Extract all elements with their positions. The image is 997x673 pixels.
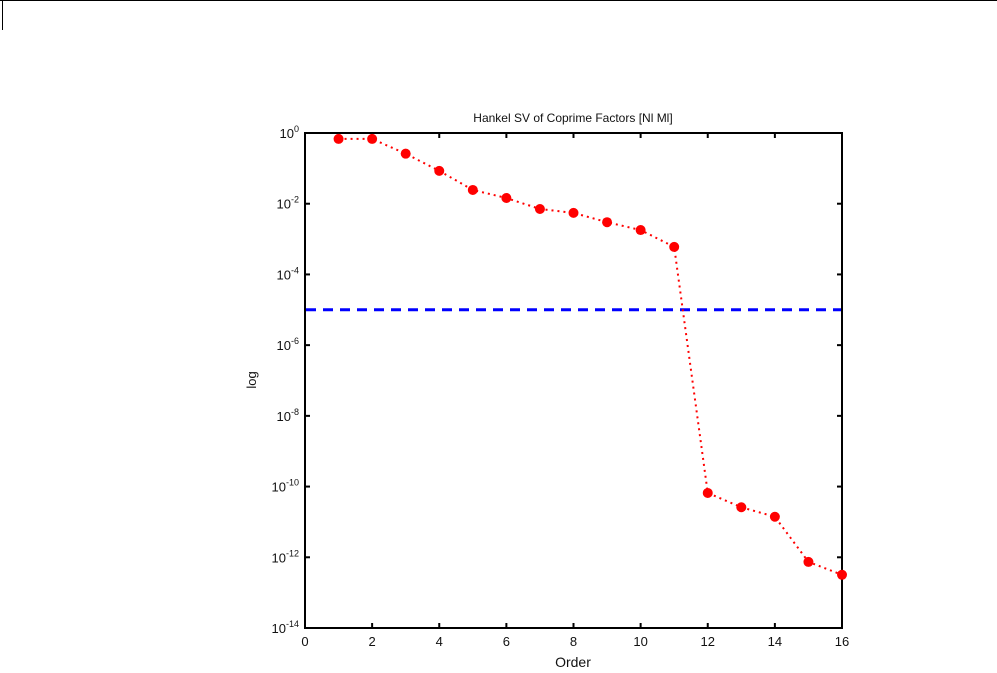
x-tick-label: 16	[835, 634, 849, 649]
sv-data-point	[434, 165, 445, 176]
x-tick-label: 4	[436, 634, 443, 649]
sv-data-point	[769, 511, 780, 522]
window-left-mark	[2, 0, 3, 30]
y-tick-label: 10-8	[277, 407, 299, 424]
sv-data-point	[400, 148, 411, 159]
x-tick-label: 6	[503, 634, 510, 649]
sv-data-point	[501, 193, 512, 204]
sv-data-point	[736, 502, 747, 513]
x-tick-label: 14	[768, 634, 782, 649]
y-tick-label: 10-4	[277, 265, 299, 282]
x-axis-label: Order	[555, 654, 591, 670]
sv-data-point	[635, 225, 646, 236]
sv-data-point	[568, 207, 579, 218]
sv-data-point	[467, 184, 478, 195]
x-tick-label: 10	[633, 634, 647, 649]
y-tick-label: 10-6	[277, 336, 299, 353]
sv-data-point	[702, 487, 713, 498]
sv-data-point	[803, 556, 814, 567]
x-tick-label: 12	[701, 634, 715, 649]
y-tick-label: 10-10	[272, 478, 299, 495]
x-tick-label: 0	[301, 634, 308, 649]
sv-data-point	[837, 569, 847, 580]
plot-area-frame	[304, 132, 843, 629]
sv-data-point	[367, 133, 378, 144]
x-tick-label: 8	[570, 634, 577, 649]
sv-data-point	[534, 203, 545, 214]
x-tick-label: 2	[369, 634, 376, 649]
y-tick-label: 10-12	[272, 548, 299, 565]
y-axis-label: log	[244, 371, 259, 388]
sv-data-point	[333, 133, 344, 144]
sv-data-point	[669, 241, 680, 252]
y-tick-label: 10-14	[272, 619, 299, 636]
sv-data-point	[602, 217, 613, 228]
window-top-border	[0, 0, 997, 1]
y-tick-label: 100	[280, 124, 299, 141]
y-tick-label: 10-2	[277, 195, 299, 212]
chart-title: Hankel SV of Coprime Factors [Nl Ml]	[473, 111, 672, 125]
